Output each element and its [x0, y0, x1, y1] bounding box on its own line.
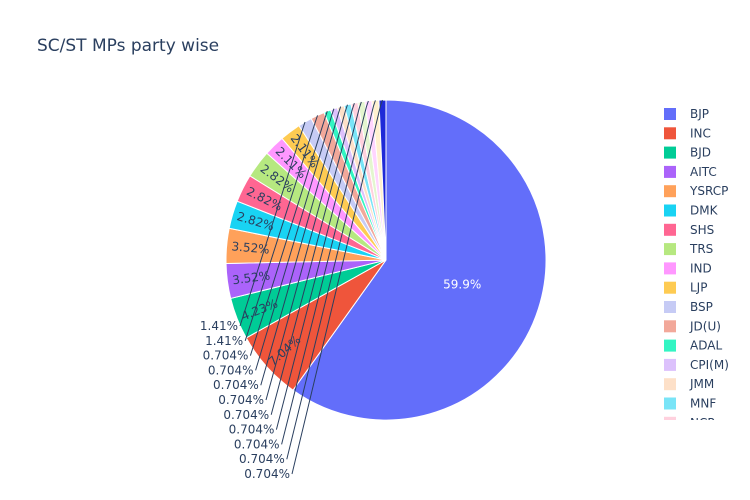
pie-leader-lines	[239, 99, 383, 475]
legend-swatch-shs[interactable]	[664, 223, 676, 236]
legend-item-dmk[interactable]: DMK	[690, 204, 719, 218]
legend-swatch-inc[interactable]	[664, 127, 676, 140]
legend-swatch-trs[interactable]	[664, 243, 676, 256]
leader-line	[286, 100, 376, 460]
slice-label-bjp: 59.9%	[443, 277, 481, 291]
slice-label-slice-18: 0.704%	[229, 423, 275, 437]
legend-item-jmm[interactable]: JMM	[689, 377, 714, 391]
pie-slice-slice-21[interactable]	[378, 99, 387, 261]
slice-label-jmm: 0.704%	[213, 378, 259, 392]
leader-line	[239, 121, 306, 327]
legend-item-shs[interactable]: SHS	[690, 223, 714, 237]
legend-item-jd-u[interactable]: JD(U)	[689, 319, 721, 333]
slice-label-ncp: 0.704%	[223, 408, 269, 422]
pie-outside-labels: 1.41%1.41%0.704%0.704%0.704%0.704%0.704%…	[200, 319, 290, 481]
legend-swatch-jd-u[interactable]	[664, 320, 676, 333]
leader-line	[270, 103, 355, 415]
legend-swatch-cpi-m[interactable]	[664, 358, 676, 371]
legend-swatch-ncp[interactable]	[664, 416, 676, 429]
legend-item-bsp[interactable]: BSP	[690, 300, 713, 314]
legend-item-cpi-m[interactable]: CPI(M)	[690, 358, 729, 372]
slice-label-jd-u: 1.41%	[205, 334, 243, 348]
slice-label-adal: 0.704%	[203, 349, 249, 363]
legend-swatch-aitc[interactable]	[664, 165, 676, 178]
legend-swatch-jmm[interactable]	[664, 378, 676, 391]
legend-swatch-adal[interactable]	[664, 339, 676, 352]
slice-label-ysrcp: 3.52%	[231, 239, 270, 256]
legend-item-ncp[interactable]: NCP	[690, 416, 715, 430]
slice-label-slice-19: 0.704%	[234, 437, 280, 451]
slice-label-mnf: 0.704%	[218, 393, 264, 407]
legend-item-aitc[interactable]: AITC	[690, 165, 717, 179]
legend-item-trs[interactable]: TRS	[689, 242, 713, 256]
legend-swatch-bsp[interactable]	[664, 301, 676, 313]
legend-swatch-dmk[interactable]	[664, 204, 676, 217]
legend-swatch-mnf[interactable]	[664, 397, 676, 410]
legend-item-adal[interactable]: ADAL	[690, 339, 722, 353]
legend-swatch-bjp[interactable]	[664, 108, 676, 120]
slice-label-slice-21: 0.704%	[244, 467, 290, 481]
legend-item-inc[interactable]: INC	[690, 126, 711, 140]
pie-slice-bjp[interactable]	[292, 99, 547, 421]
legend-swatch-ind[interactable]	[664, 262, 676, 275]
legend-swatch-ysrcp[interactable]	[664, 185, 676, 198]
legend: BJP INC BJD AITC YSRCP DMK SHS TRS IND LJP BSP JD(U…	[664, 107, 729, 430]
chart-title: SC/ST MPs party wise	[37, 36, 219, 56]
leader-line	[275, 101, 362, 430]
leader-line	[291, 99, 383, 475]
slice-label-aitc: 3.52%	[231, 268, 271, 287]
leader-line	[244, 115, 319, 341]
leader-line	[249, 111, 328, 356]
leader-line	[255, 108, 335, 371]
slice-label-cpi-m: 0.704%	[208, 363, 254, 377]
legend-item-bjp[interactable]: BJP	[690, 107, 709, 121]
legend-item-ljp[interactable]: LJP	[690, 281, 707, 295]
legend-swatch-ljp[interactable]	[664, 281, 676, 294]
slice-label-bsp: 1.41%	[200, 319, 238, 333]
legend-item-ysrcp[interactable]: YSRCP	[689, 184, 728, 198]
legend-item-mnf[interactable]: MNF	[690, 397, 716, 411]
leader-line	[265, 104, 348, 401]
leader-line	[260, 106, 342, 386]
leader-line	[281, 100, 369, 445]
slice-label-slice-20: 0.704%	[239, 452, 285, 466]
legend-item-ind[interactable]: IND	[690, 261, 712, 275]
legend-item-bjd[interactable]: BJD	[690, 146, 711, 160]
legend-swatch-bjd[interactable]	[664, 146, 676, 159]
